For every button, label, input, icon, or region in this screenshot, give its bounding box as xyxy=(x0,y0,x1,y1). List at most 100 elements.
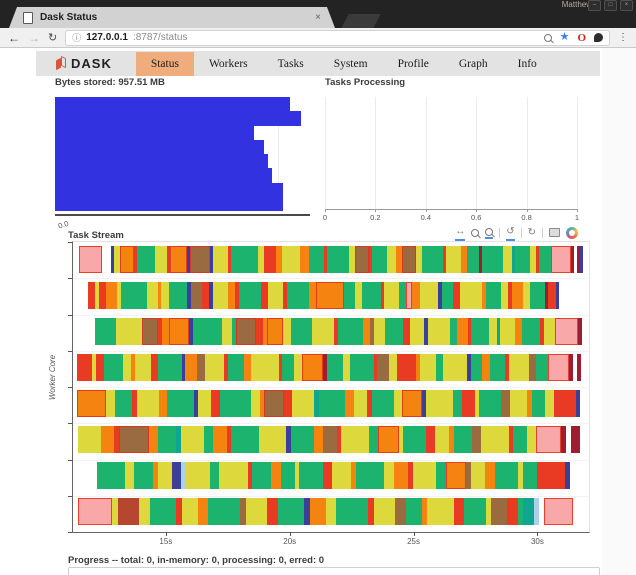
task-rect[interactable] xyxy=(268,282,283,309)
task-rect[interactable] xyxy=(336,498,369,525)
url-field[interactable]: ⓘ 127.0.0.1 :8787/status ★ O xyxy=(65,29,610,46)
task-rect[interactable] xyxy=(111,246,115,273)
task-rect[interactable] xyxy=(426,498,454,525)
task-rect[interactable] xyxy=(478,246,482,273)
task-gap[interactable] xyxy=(559,282,588,309)
task-rect[interactable] xyxy=(348,246,355,273)
task-gap[interactable] xyxy=(582,318,589,345)
task-rect[interactable] xyxy=(187,246,191,273)
task-rect[interactable] xyxy=(435,354,444,381)
task-rect[interactable] xyxy=(419,282,438,309)
task-rect[interactable] xyxy=(79,246,103,273)
task-rect[interactable] xyxy=(368,498,374,525)
task-rect[interactable] xyxy=(482,282,486,309)
task-rect[interactable] xyxy=(116,318,124,345)
task-rect[interactable] xyxy=(100,426,115,453)
task-rect[interactable] xyxy=(514,318,522,345)
task-rect[interactable] xyxy=(286,282,309,309)
task-rect[interactable] xyxy=(445,246,461,273)
task-rect[interactable] xyxy=(441,282,453,309)
task-rect[interactable] xyxy=(161,318,169,345)
task-gap[interactable] xyxy=(580,390,589,417)
task-rect[interactable] xyxy=(517,498,523,525)
browser-tab[interactable]: Dask Status × xyxy=(9,7,335,28)
task-rect[interactable] xyxy=(283,318,291,345)
task-rect[interactable] xyxy=(220,390,251,417)
task-rect[interactable] xyxy=(118,426,149,453)
task-rect[interactable] xyxy=(276,246,283,273)
task-rect[interactable] xyxy=(198,390,212,417)
task-rect[interactable] xyxy=(256,318,264,345)
task-rect[interactable] xyxy=(231,246,259,273)
task-rect[interactable] xyxy=(485,462,495,489)
task-rect[interactable] xyxy=(570,246,574,273)
task-rect[interactable] xyxy=(485,282,501,309)
task-rect[interactable] xyxy=(579,246,583,273)
task-rect[interactable] xyxy=(282,246,301,273)
task-rect[interactable] xyxy=(369,426,379,453)
task-rect[interactable] xyxy=(212,282,228,309)
task-rect[interactable] xyxy=(327,354,343,381)
task-rect[interactable] xyxy=(283,390,293,417)
task-rect[interactable] xyxy=(496,318,501,345)
task-rect[interactable] xyxy=(148,426,158,453)
task-rect[interactable] xyxy=(528,354,537,381)
task-rect[interactable] xyxy=(389,354,397,381)
task-rect[interactable] xyxy=(472,426,482,453)
maximize-button[interactable]: □ xyxy=(604,0,617,11)
reload-icon[interactable]: ↻ xyxy=(48,32,58,44)
task-rect[interactable] xyxy=(267,426,287,453)
task-rect[interactable] xyxy=(467,318,472,345)
task-rect[interactable] xyxy=(569,354,574,381)
task-rect[interactable] xyxy=(167,246,171,273)
task-rect[interactable] xyxy=(377,354,390,381)
task-rect[interactable] xyxy=(252,462,272,489)
task-gap[interactable] xyxy=(580,426,589,453)
task-rect[interactable] xyxy=(509,390,528,417)
task-rect[interactable] xyxy=(181,354,186,381)
page-info-icon[interactable]: ⓘ xyxy=(72,33,82,43)
task-rect[interactable] xyxy=(393,462,408,489)
task-rect[interactable] xyxy=(527,426,537,453)
task-rect[interactable] xyxy=(228,246,232,273)
task-gap[interactable] xyxy=(581,354,589,381)
task-rect[interactable] xyxy=(332,462,352,489)
task-rect[interactable] xyxy=(208,498,241,525)
task-rect[interactable] xyxy=(529,282,545,309)
task-rect[interactable] xyxy=(380,282,385,309)
task-rect[interactable] xyxy=(185,354,198,381)
task-rect[interactable] xyxy=(482,354,490,381)
task-gap[interactable] xyxy=(73,282,88,309)
task-rect[interactable] xyxy=(170,246,188,273)
task-rect[interactable] xyxy=(393,390,403,417)
task-rect[interactable] xyxy=(290,318,313,345)
task-rect[interactable] xyxy=(489,354,506,381)
task-rect[interactable] xyxy=(327,246,349,273)
task-rect[interactable] xyxy=(578,318,582,345)
task-rect[interactable] xyxy=(464,498,486,525)
task-rect[interactable] xyxy=(351,462,356,489)
task-rect[interactable] xyxy=(251,354,279,381)
task-rect[interactable] xyxy=(266,498,278,525)
task-rect[interactable] xyxy=(521,318,541,345)
task-rect[interactable] xyxy=(146,282,158,309)
task-rect[interactable] xyxy=(155,246,168,273)
task-rect[interactable] xyxy=(204,354,225,381)
task-rect[interactable] xyxy=(181,498,198,525)
task-rect[interactable] xyxy=(221,318,233,345)
task-rect[interactable] xyxy=(500,282,508,309)
task-rect[interactable] xyxy=(76,354,93,381)
task-rect[interactable] xyxy=(92,354,97,381)
task-rect[interactable] xyxy=(172,462,182,489)
task-rect[interactable] xyxy=(280,462,295,489)
task-rect[interactable] xyxy=(114,390,133,417)
task-rect[interactable] xyxy=(77,390,106,417)
task-rect[interactable] xyxy=(167,390,194,417)
task-rect[interactable] xyxy=(157,426,177,453)
task-rect[interactable] xyxy=(426,426,436,453)
task-rect[interactable] xyxy=(227,282,236,309)
task-rect[interactable] xyxy=(354,246,369,273)
task-rect[interactable] xyxy=(412,462,437,489)
task-rect[interactable] xyxy=(309,246,325,273)
back-icon[interactable]: ← xyxy=(8,30,20,45)
